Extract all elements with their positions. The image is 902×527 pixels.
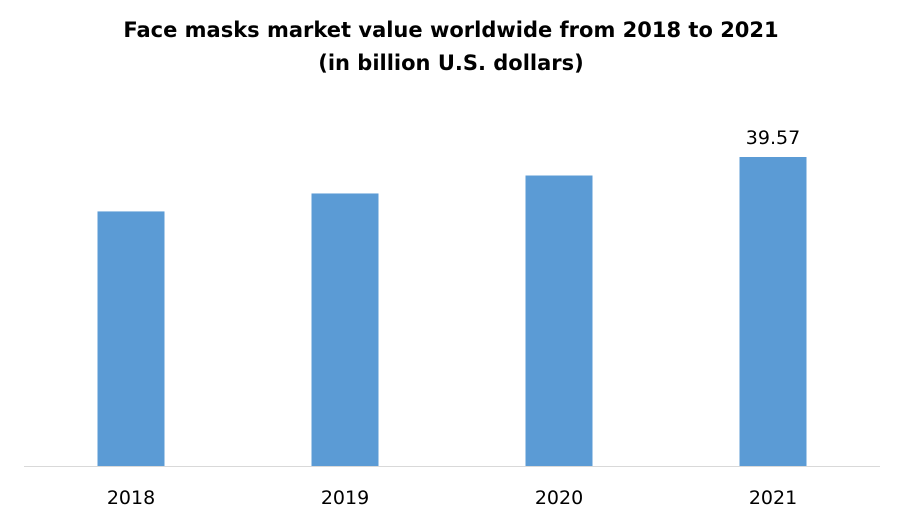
x-tick-label: 2018 <box>107 487 155 509</box>
bar-2018 <box>97 211 165 466</box>
bar-2020 <box>525 175 593 466</box>
bar-2019 <box>311 193 379 466</box>
x-tick-label: 2021 <box>749 487 797 509</box>
chart-title-line: Face masks market value worldwide from 2… <box>123 18 779 42</box>
x-tick-labels: 2018 2019 2020 2021 <box>107 487 797 509</box>
bar-2021 <box>739 157 807 466</box>
x-tick-label: 2020 <box>535 487 583 509</box>
x-tick-label: 2019 <box>321 487 369 509</box>
chart-subtitle: (in billion U.S. dollars) <box>318 51 584 75</box>
data-labels: 39.57 <box>746 127 800 149</box>
bars-group <box>97 157 807 466</box>
chart-title: Face masks market value worldwide from 2… <box>0 14 902 80</box>
data-label: 39.57 <box>746 127 800 149</box>
